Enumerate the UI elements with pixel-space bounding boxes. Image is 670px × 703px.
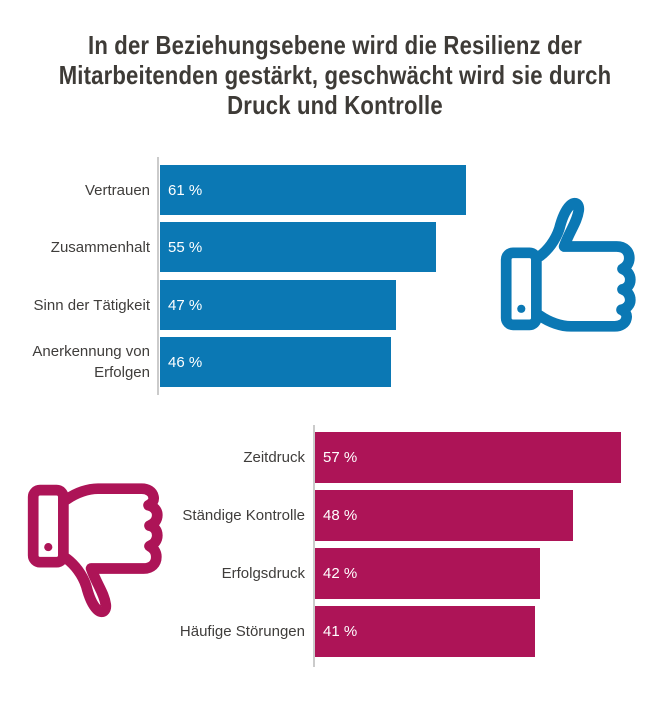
bar-label: Häufige Störungen <box>179 623 305 640</box>
bar-label: Sinn der Tätigkeit <box>33 296 150 314</box>
bar: 55 % <box>160 222 436 272</box>
thumbs-down-icon <box>20 477 170 623</box>
bar-value-label: 47 % <box>168 296 203 314</box>
bar-value-label: 55 % <box>168 238 203 256</box>
axis-line <box>313 425 315 667</box>
page-title: In der Beziehungsebene wird die Resilien… <box>50 30 620 120</box>
bar-label: Zeitdruck <box>243 449 305 466</box>
axis-line <box>157 157 159 395</box>
bar-label: Vertrauen <box>84 181 150 199</box>
bar: 61 % <box>160 165 466 215</box>
page-title-line-2: Mitarbeitenden gestärkt, geschwächt wird… <box>58 60 612 90</box>
bar-value-label: 48 % <box>323 507 358 524</box>
bar: 41 % <box>315 606 535 657</box>
bar-label: Zusammenhalt <box>50 238 150 256</box>
bar-value-label: 61 % <box>168 181 203 199</box>
thumbs-up-icon <box>493 192 643 338</box>
bar: 48 % <box>315 490 573 541</box>
bar: 46 % <box>160 337 391 387</box>
bar-label: Anerkennung von Erfolgen <box>32 343 150 381</box>
page-title-line-3: Druck und Kontrolle <box>227 90 443 120</box>
bar-label: Ständige Kontrolle <box>182 507 305 524</box>
bar: 42 % <box>315 548 540 599</box>
bar-value-label: 41 % <box>323 623 358 640</box>
bar-label: Erfolgsdruck <box>221 565 305 582</box>
bar: 47 % <box>160 280 396 330</box>
chart-weakening-factors: Zeitdruck 57 % Ständige Kontrolle 48 % Erfol… <box>0 425 670 667</box>
bar-value-label: 42 % <box>323 565 358 582</box>
page-title-line-1: In der Beziehungsebene wird die Resilien… <box>88 30 582 60</box>
chart-strengthening-factors: Vertrauen 61 % Zusammenhalt 55 % Sinn der Tä… <box>0 157 670 395</box>
bar: 57 % <box>315 432 621 483</box>
bar-value-label: 46 % <box>168 353 203 371</box>
bar-value-label: 57 % <box>323 449 358 466</box>
